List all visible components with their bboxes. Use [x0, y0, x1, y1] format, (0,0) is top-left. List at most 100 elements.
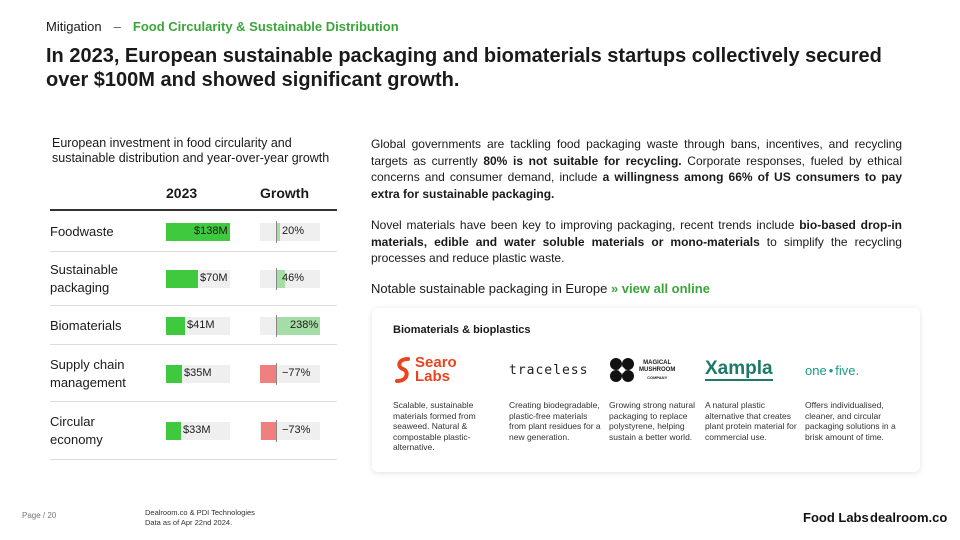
row-label: Circular economy [50, 414, 103, 447]
para2-text-1: Novel materials have been key to improvi… [371, 218, 800, 232]
breadcrumb-separator: – [113, 19, 121, 34]
searo-logo-text-1: Searo [415, 354, 457, 371]
para2-text-2: to simplify the recycling processes and … [371, 234, 902, 266]
growth-bar [276, 223, 280, 241]
growth-bar [260, 364, 276, 383]
growth-zero-axis [276, 314, 277, 337]
investment-value: $70M [200, 272, 228, 284]
investment-value: $41M [187, 318, 215, 331]
card-title: Biomaterials & bioplastics [393, 324, 531, 336]
breadcrumb-subsection: Food Circularity & Sustainable Distribut… [132, 19, 399, 34]
row-label: Supply chain management [50, 356, 126, 390]
table-row: Supply chain management $35M −77% [50, 345, 337, 402]
growth-zero-axis [276, 221, 277, 243]
para1-bold-2: a willingness among 66% of US consumers … [371, 170, 903, 201]
row-label: Biomaterials [50, 317, 122, 333]
one-five-logo-text-2: five. [835, 362, 860, 378]
searo-s-icon [395, 357, 410, 383]
company-description: Offers individualised, cleaner, and circ… [805, 400, 896, 442]
one-five-logo: one • five. [805, 350, 897, 390]
breadcrumb: Mitigation – Food Circularity & Sustaina… [46, 19, 399, 34]
mushroom-icon [610, 358, 634, 382]
company-traceless[interactable]: traceless Creating biodegradable, plasti… [509, 350, 601, 442]
table-row: Sustainable packaging $70M 46% [50, 252, 337, 306]
one-five-logo-text-1: one [805, 362, 827, 378]
growth-bar-track: −77% [260, 364, 320, 383]
growth-bar-track: 20% [260, 223, 320, 241]
searo-labs-logo: Searo Labs [393, 350, 485, 390]
table-title: European investment in food circularity … [52, 136, 330, 165]
breadcrumb-section: Mitigation [46, 19, 102, 34]
company-description: Creating biodegradable, plastic-free mat… [509, 400, 601, 442]
investment-bar-track: $33M [166, 422, 230, 440]
company-magical-mushroom[interactable]: MAGICAL MUSHROOM COMPANY Growing strong … [609, 350, 701, 442]
investment-bar-track: $70M [166, 270, 230, 288]
para1-text-2: Corporate responses, fueled by ethical c… [371, 153, 902, 185]
mm-logo-text-3: COMPANY [647, 374, 668, 380]
mm-logo-text-1: MAGICAL [643, 359, 672, 366]
growth-zero-axis [276, 268, 277, 290]
growth-zero-axis [276, 362, 277, 385]
company-description: Scalable, sustainable materials formed f… [393, 400, 476, 452]
investment-bar-track: $41M [166, 316, 230, 335]
growth-value: 46% [282, 272, 305, 284]
row-label: Foodwaste [50, 224, 114, 239]
view-all-online-link[interactable]: » view all online [610, 281, 710, 296]
growth-bar [276, 270, 285, 288]
investment-bar [166, 316, 185, 335]
column-header-2023: 2023 [166, 185, 198, 201]
company-description: Growing strong natural packaging to repl… [609, 400, 695, 442]
footer-source-line-2: Data as of Apr 22nd 2024. [145, 518, 233, 527]
investment-value: $33M [183, 424, 211, 436]
company-xampla[interactable]: Xampla A natural plastic alternative tha… [705, 350, 797, 442]
company-description: A natural plastic alternative that creat… [705, 400, 797, 442]
footer-source-line-1: Dealroom.co & PDI Technologies [145, 508, 255, 517]
dot-icon: • [828, 362, 834, 378]
materials-paragraph: Novel materials have been key to improvi… [371, 217, 902, 267]
investment-bar [166, 364, 182, 383]
growth-bar-track: −73% [260, 422, 320, 440]
company-searo-labs[interactable]: Searo Labs Scalable, sustainable materia… [393, 350, 485, 453]
column-header-growth: Growth [260, 185, 309, 201]
growth-bar [276, 316, 320, 335]
growth-bar [261, 422, 276, 440]
header-divider [50, 209, 337, 211]
growth-value: 238% [290, 318, 319, 331]
mm-logo-text-2: MUSHROOM [639, 366, 676, 373]
table-row: Biomaterials $41M 238% [50, 306, 337, 345]
investment-bar [166, 223, 230, 241]
table-row: Foodwaste $138M 20% [50, 212, 337, 252]
para2-bold-1: bio-based drop-in materials, edible and … [371, 218, 902, 249]
notable-text: Notable sustainable packaging in Europe [371, 281, 608, 296]
growth-value: −77% [282, 366, 311, 379]
growth-zero-axis [276, 420, 277, 442]
xampla-logo-text: Xampla [705, 358, 773, 381]
companies-card: Biomaterials & bioplastics Searo Labs Sc… [372, 308, 920, 472]
growth-value: 20% [282, 225, 305, 237]
investment-bar-track: $35M [166, 364, 230, 383]
para1-text-1: Global governments are tackling food pac… [371, 137, 902, 168]
growth-bar-track: 46% [260, 270, 320, 288]
footer-source: Dealroom.co & PDI Technologies Data as o… [145, 508, 255, 528]
investment-bar [166, 270, 198, 288]
intro-paragraph: Global governments are tackling food pac… [371, 136, 902, 202]
investment-value: $138M [194, 225, 228, 237]
searo-logo-text-2: Labs [415, 368, 451, 385]
table-row: Circular economy $33M −73% [50, 402, 337, 460]
notable-heading: Notable sustainable packaging in Europe … [371, 281, 710, 296]
traceless-logo: traceless [509, 350, 601, 390]
page-number: Page / 20 [22, 511, 57, 520]
investment-bar [166, 422, 181, 440]
company-one-five[interactable]: one • five. Offers individualised, clean… [805, 350, 897, 442]
investment-value: $35M [184, 366, 212, 379]
magical-mushroom-logo: MAGICAL MUSHROOM COMPANY [609, 350, 701, 390]
xampla-logo: Xampla [705, 350, 797, 390]
growth-bar-track: 238% [260, 316, 320, 335]
foodlabs-logo: Food Labs [803, 510, 869, 525]
row-label: Sustainable packaging [50, 262, 118, 295]
growth-value: −73% [282, 424, 311, 436]
para1-bold-1: 80% is not suitable for recycling. [483, 153, 682, 168]
page-title: In 2023, European sustainable packaging … [46, 45, 882, 91]
investment-bar-track: $138M [166, 223, 230, 241]
traceless-logo-text: traceless [509, 362, 589, 378]
